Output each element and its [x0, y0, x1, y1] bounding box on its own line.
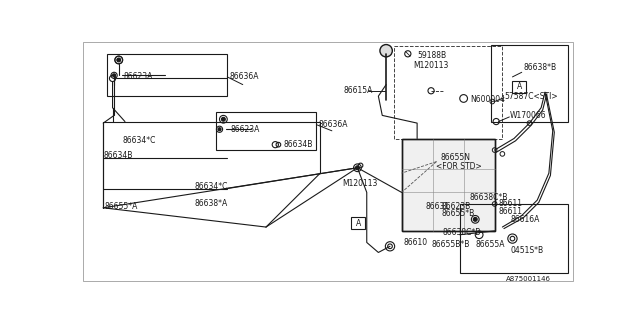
Circle shape: [355, 166, 360, 170]
Text: A: A: [356, 219, 361, 228]
Text: 86638C*B: 86638C*B: [443, 228, 481, 237]
Text: 86623B: 86623B: [441, 202, 470, 211]
Text: 86638*B: 86638*B: [524, 63, 556, 72]
Text: 86623A: 86623A: [230, 125, 260, 134]
Bar: [107, 54, 227, 96]
Text: A: A: [517, 83, 522, 92]
Text: A875001146: A875001146: [506, 276, 551, 282]
Text: 86638C*B: 86638C*B: [470, 193, 508, 202]
Text: 86655B*B: 86655B*B: [431, 240, 470, 249]
Bar: [491, 44, 568, 122]
Text: 86655A: 86655A: [476, 240, 505, 249]
Text: 86610: 86610: [403, 238, 428, 247]
Text: <FOR STD>: <FOR STD>: [436, 162, 483, 171]
Bar: [402, 139, 495, 231]
Text: M120113: M120113: [342, 179, 378, 188]
Text: 86631: 86631: [426, 202, 450, 211]
Bar: [513, 81, 527, 93]
Text: 86623A: 86623A: [124, 72, 153, 81]
Text: 86638*A: 86638*A: [195, 199, 228, 208]
Text: 86634B: 86634B: [284, 140, 313, 149]
Text: 59188B: 59188B: [417, 51, 446, 60]
Circle shape: [221, 117, 225, 121]
Text: N600004: N600004: [470, 95, 506, 105]
Bar: [460, 204, 568, 273]
Text: 86634*C: 86634*C: [123, 136, 156, 145]
Circle shape: [380, 44, 392, 57]
Text: 86636A: 86636A: [230, 72, 259, 81]
Text: W170066: W170066: [510, 111, 547, 120]
Text: 86611: 86611: [499, 199, 522, 208]
Bar: [402, 139, 495, 231]
Bar: [351, 217, 365, 229]
Circle shape: [474, 217, 477, 221]
Text: 86611: 86611: [499, 207, 522, 216]
Bar: [216, 112, 316, 150]
Text: 86615A: 86615A: [344, 86, 373, 95]
Bar: [394, 46, 502, 139]
Circle shape: [117, 58, 121, 62]
Text: 86634B: 86634B: [103, 151, 132, 160]
Text: 86655*B: 86655*B: [441, 210, 474, 219]
Text: M120113: M120113: [413, 61, 449, 70]
Text: 0451S*B: 0451S*B: [510, 246, 543, 255]
Text: 57587C<STI>: 57587C<STI>: [505, 92, 558, 101]
Text: 86655N: 86655N: [440, 153, 470, 162]
Text: 86636A: 86636A: [319, 120, 348, 129]
Circle shape: [218, 128, 221, 131]
Text: 86655*A: 86655*A: [105, 202, 138, 211]
Text: 86634*C: 86634*C: [195, 182, 228, 191]
Text: 86616A: 86616A: [510, 215, 540, 224]
Circle shape: [113, 74, 116, 77]
